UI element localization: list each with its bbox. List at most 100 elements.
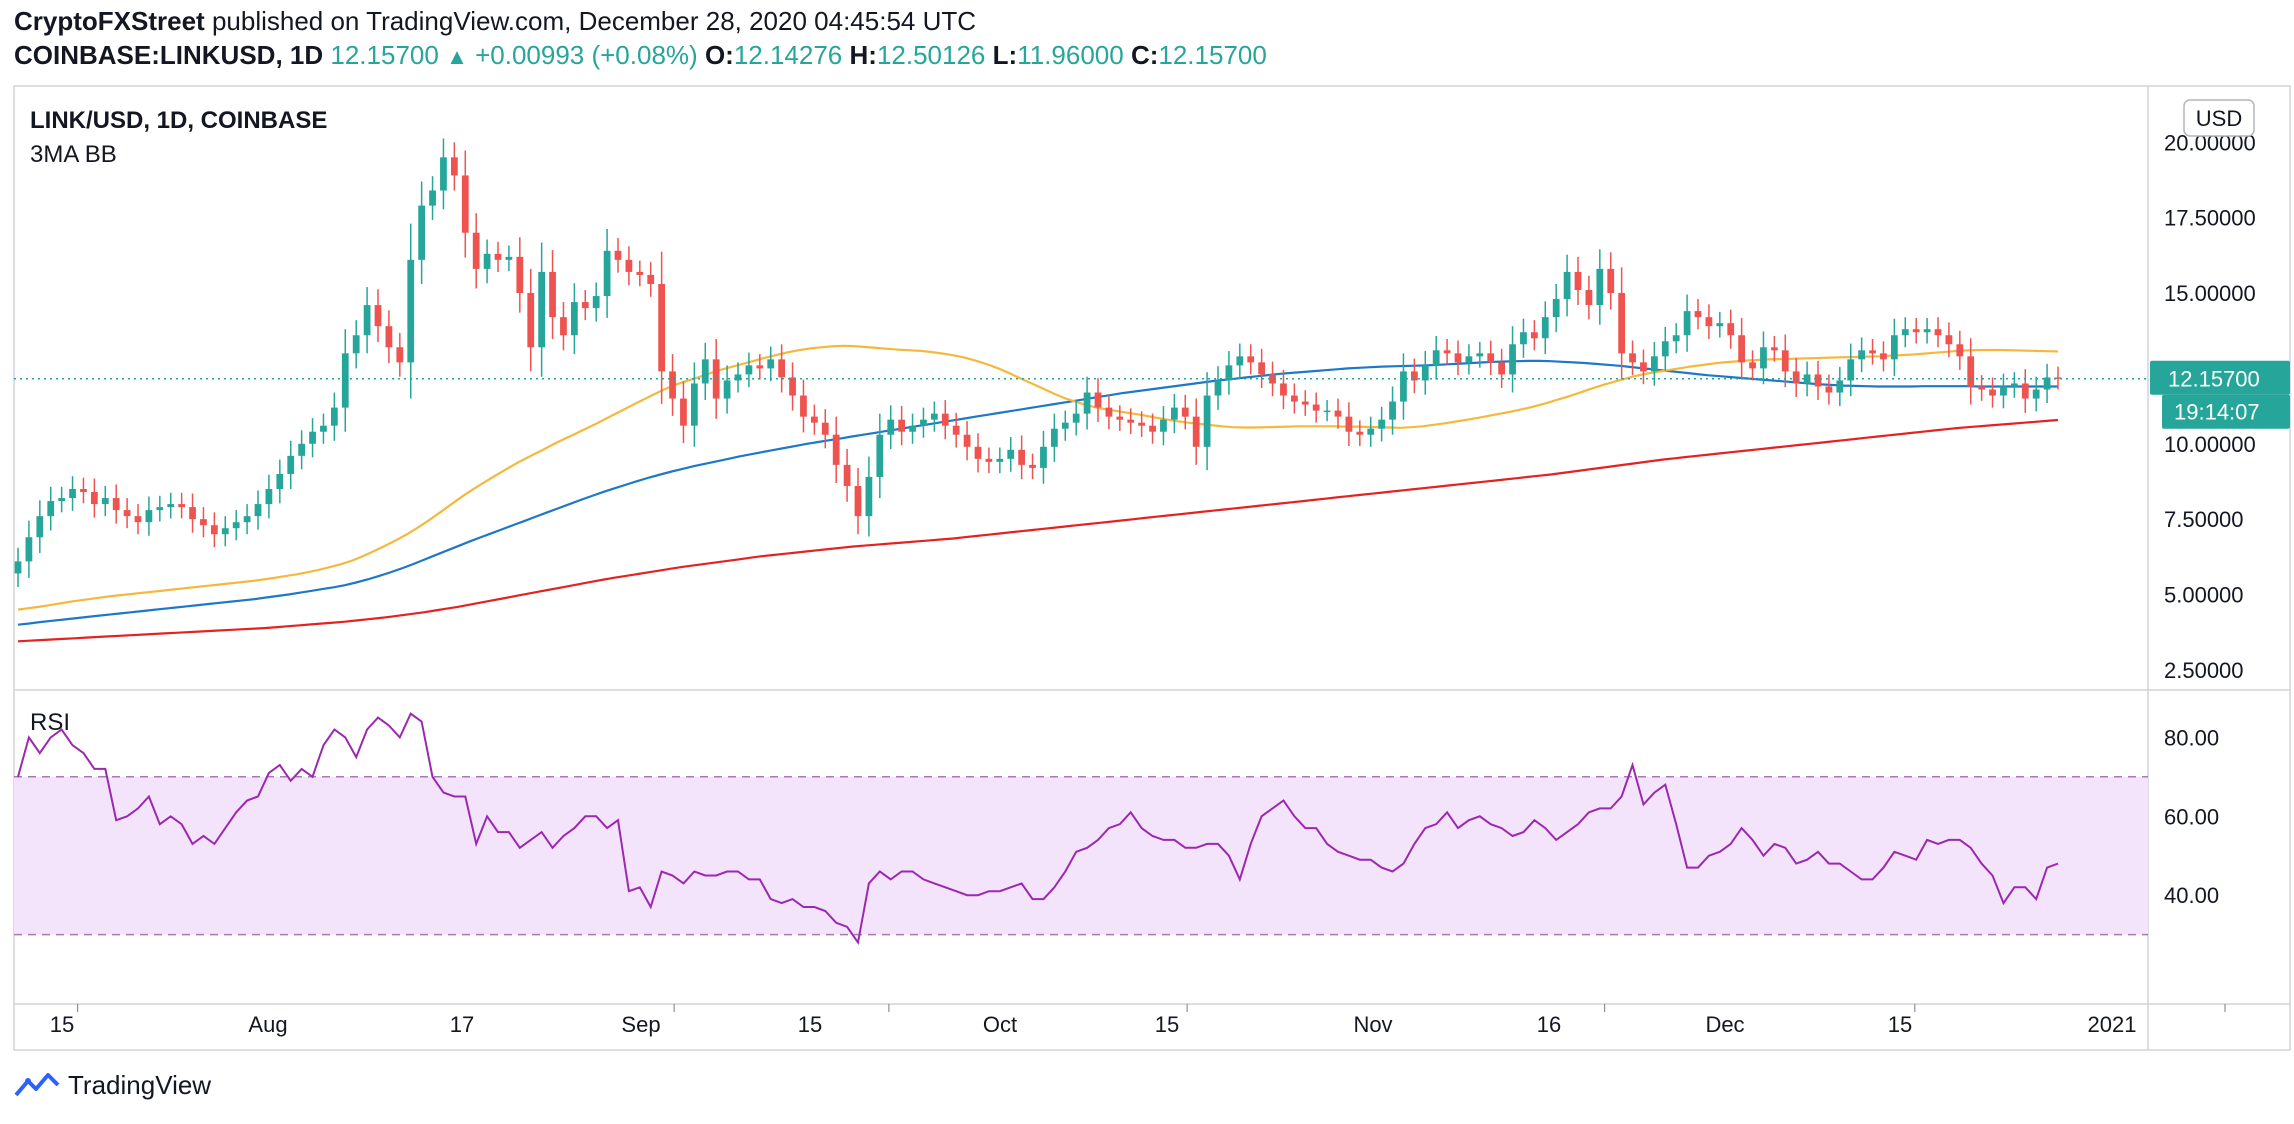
candle-body bbox=[1847, 359, 1855, 381]
candle-body bbox=[1345, 416, 1353, 432]
candle-body bbox=[112, 498, 120, 511]
candle-body bbox=[494, 253, 502, 260]
candle-body bbox=[1356, 431, 1364, 435]
ma-200-line bbox=[17, 418, 2059, 643]
candle-body bbox=[1585, 290, 1593, 306]
candle-body bbox=[1454, 353, 1462, 363]
candle-body bbox=[1989, 389, 1996, 396]
time-tick-label: 15 bbox=[50, 1012, 74, 1037]
candle-body bbox=[1421, 365, 1429, 381]
candle-body bbox=[767, 359, 775, 369]
candle-body bbox=[843, 464, 851, 486]
tradingview-brand[interactable]: TradingView bbox=[14, 1070, 211, 1101]
time-tick-label: Sep bbox=[621, 1012, 660, 1037]
candle-body bbox=[200, 519, 207, 526]
candle-body bbox=[2021, 383, 2029, 399]
candle-body bbox=[952, 425, 960, 435]
candle-body bbox=[1541, 317, 1549, 339]
candle-body bbox=[1760, 347, 1767, 369]
candle-body bbox=[309, 431, 316, 444]
candle-body bbox=[734, 374, 742, 381]
candle-body bbox=[1672, 335, 1680, 342]
candle-body bbox=[1323, 410, 1331, 413]
candle-body bbox=[603, 250, 611, 297]
candle-body bbox=[985, 458, 993, 462]
currency-button-label: USD bbox=[2196, 106, 2242, 131]
candle-body bbox=[669, 371, 676, 399]
candle-body bbox=[1367, 428, 1375, 435]
candle-body bbox=[330, 407, 338, 426]
candle-body bbox=[1596, 268, 1604, 306]
candle-body bbox=[1607, 268, 1615, 294]
candle-body bbox=[1880, 353, 1887, 360]
candle-body bbox=[1083, 392, 1091, 414]
candle-body bbox=[1105, 407, 1113, 417]
candle-body bbox=[1509, 344, 1516, 375]
candle-body bbox=[810, 416, 818, 423]
candle-body bbox=[1170, 407, 1178, 420]
up-arrow-icon: ▲ bbox=[446, 44, 468, 69]
candle-body bbox=[1803, 374, 1811, 384]
candle-body bbox=[1192, 416, 1200, 447]
time-tick-label: Dec bbox=[1705, 1012, 1744, 1037]
candle-body bbox=[778, 359, 786, 378]
candle-body bbox=[1618, 293, 1626, 354]
candle-body bbox=[1410, 371, 1418, 381]
ma-100-line bbox=[17, 359, 2058, 626]
candle-body bbox=[2000, 386, 2007, 396]
candle-body bbox=[90, 492, 98, 505]
candle-body bbox=[363, 305, 371, 336]
candle-body bbox=[1138, 422, 1146, 426]
symbol-header: COINBASE:LINKUSD, 1D 12.15700 ▲ +0.00993… bbox=[14, 40, 1267, 71]
candle-body bbox=[658, 283, 666, 372]
candle-body bbox=[1770, 347, 1778, 351]
candle-body bbox=[996, 458, 1004, 462]
candle-body bbox=[1236, 356, 1244, 366]
candle-body bbox=[614, 250, 622, 260]
close-value: 12.15700 bbox=[1158, 40, 1267, 70]
candle-body bbox=[276, 473, 284, 490]
candle-body bbox=[1094, 392, 1102, 408]
candle-body bbox=[1967, 356, 1975, 387]
candle-body bbox=[1650, 356, 1658, 372]
candle-body bbox=[876, 434, 884, 477]
candle-body bbox=[920, 419, 927, 426]
candle-body bbox=[1181, 407, 1189, 417]
candle-body bbox=[1476, 353, 1484, 357]
candle-body bbox=[1956, 344, 1964, 357]
time-tick-label: Aug bbox=[248, 1012, 287, 1037]
symbol-name: COINBASE:LINKUSD, 1D bbox=[14, 40, 324, 70]
high-label: H: bbox=[849, 40, 877, 70]
candle-body bbox=[2054, 377, 2062, 379]
candle-body bbox=[930, 413, 938, 420]
candle-body bbox=[1389, 401, 1396, 420]
candle-body bbox=[2010, 383, 2018, 387]
low-value: 11.96000 bbox=[1017, 40, 1124, 70]
candle-body bbox=[341, 353, 349, 408]
candle-body bbox=[1280, 383, 1287, 396]
candle-body bbox=[1127, 419, 1135, 423]
open-label: O: bbox=[704, 40, 734, 70]
candle-body bbox=[963, 434, 971, 447]
candle-body bbox=[1072, 413, 1080, 423]
candle-body bbox=[374, 305, 382, 327]
candle-body bbox=[1858, 350, 1866, 360]
publisher-name[interactable]: CryptoFXStreet bbox=[14, 6, 205, 36]
time-tick-label: 2021 bbox=[2088, 1012, 2137, 1037]
candle-body bbox=[1400, 371, 1407, 402]
price-tick-label: 15.00000 bbox=[2164, 281, 2256, 306]
candle-body bbox=[1563, 271, 1571, 300]
candle-body bbox=[974, 446, 982, 459]
candle-body bbox=[549, 271, 556, 318]
candle-body bbox=[647, 274, 655, 284]
candle-body bbox=[854, 485, 862, 517]
candle-body bbox=[789, 377, 796, 396]
candle-body bbox=[1487, 353, 1495, 363]
currency-button[interactable] bbox=[2183, 99, 2255, 137]
chart-frame bbox=[13, 85, 2291, 1051]
candle-body bbox=[1040, 446, 1047, 468]
rsi-line bbox=[17, 712, 2059, 946]
candle-body bbox=[1705, 317, 1713, 327]
legend-indicator: 3MA BB bbox=[30, 141, 117, 168]
